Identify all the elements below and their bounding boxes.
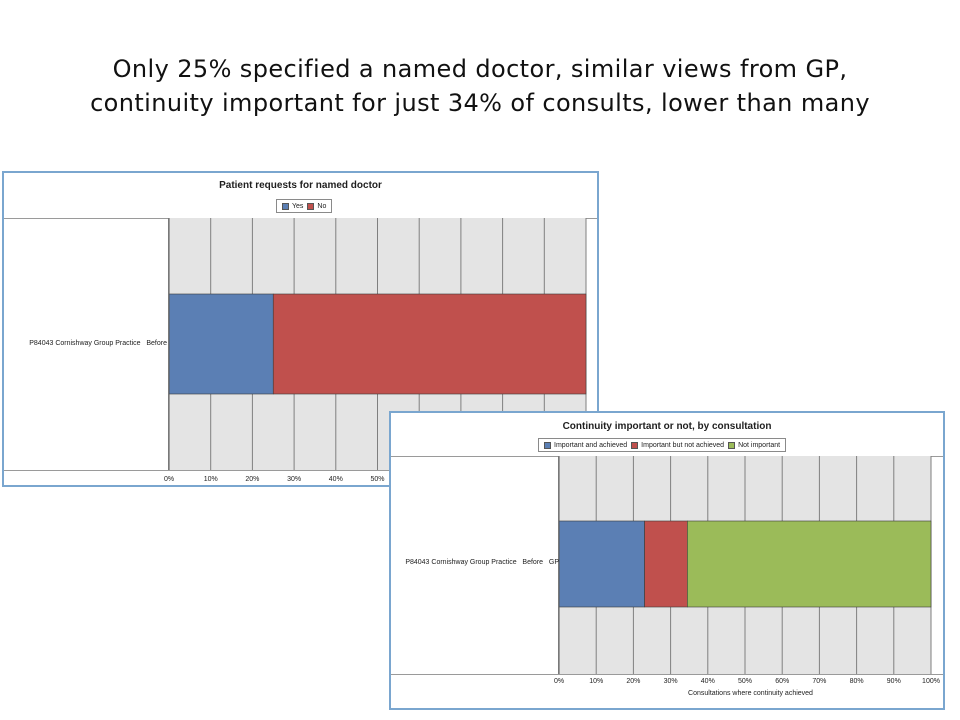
legend-label: Important and achieved	[554, 441, 628, 449]
legend-label: Yes	[292, 202, 304, 210]
x-tick-label: 50%	[738, 678, 752, 685]
x-tick-label: 10%	[589, 678, 603, 685]
x-tick-label: 0%	[164, 476, 174, 483]
x-tick-label: 40%	[701, 678, 715, 685]
slide-title-line-2: continuity important for just 34% of con…	[90, 89, 870, 117]
continuity-chart-panel: Continuity important or not, by consulta…	[389, 411, 945, 710]
legend-label: No	[317, 202, 327, 210]
bar-segment	[168, 293, 274, 395]
x-tick-label: 20%	[245, 476, 259, 483]
legend-swatch	[544, 441, 551, 449]
continuity-chart-svg: 0% 10% 20% 30% 40% 50% 60% 70% 80% 90% 100%	[554, 456, 940, 685]
category-label: P84043 Cornishway Group Practice Before	[29, 340, 167, 347]
x-tick-label: 100%	[922, 678, 940, 685]
bar-segment	[272, 293, 587, 395]
slide-title: Only 25% specified a named doctor, simil…	[0, 52, 960, 120]
chart-legend: Important and achieved Important but not …	[538, 438, 787, 452]
legend-item: Not important	[728, 441, 781, 449]
chart-legend: Yes No	[276, 199, 333, 213]
legend-swatch	[307, 202, 315, 210]
legend-item: Important and achieved	[544, 441, 628, 449]
x-tick-label: 90%	[887, 678, 901, 685]
x-tick-label: 30%	[664, 678, 678, 685]
legend-item: No	[307, 202, 327, 210]
plot-bottom-divider	[391, 674, 943, 675]
x-tick-label: 0%	[554, 678, 564, 685]
legend-swatch	[631, 441, 639, 449]
x-tick-label: 20%	[626, 678, 640, 685]
legend-label: Important but not achieved	[641, 441, 725, 449]
bar-segment	[644, 520, 688, 608]
slide-title-line-1: Only 25% specified a named doctor, simil…	[112, 55, 848, 83]
bar-segment	[687, 520, 932, 608]
x-axis-label: Consultations where continuity achieved	[688, 690, 813, 697]
legend-label: Not important	[738, 441, 781, 449]
x-tick-label: 80%	[850, 678, 864, 685]
legend-swatch	[728, 441, 736, 449]
legend-item: Yes	[282, 202, 304, 210]
x-tick-label: 10%	[204, 476, 218, 483]
legend-swatch	[282, 202, 289, 210]
chart-title: Patient requests for named doctor	[219, 180, 382, 191]
plot-bottom-divider	[4, 470, 597, 471]
x-tick-label: 70%	[812, 678, 826, 685]
bar-segment	[558, 520, 645, 608]
x-tick-label: 40%	[329, 476, 343, 483]
category-label: P84043 Cornishway Group Practice Before …	[405, 559, 559, 566]
x-tick-label: 30%	[287, 476, 301, 483]
x-tick-label: 50%	[370, 476, 384, 483]
legend-item: Important but not achieved	[631, 441, 725, 449]
x-tick-label: 60%	[775, 678, 789, 685]
named-doctor-chart-svg: 0%10%20%30%40%50%60%70%80%90%100%	[164, 218, 595, 483]
chart-title: Continuity important or not, by consulta…	[562, 421, 772, 432]
named-doctor-chart-panel: Patient requests for named doctor Yes No …	[2, 171, 599, 487]
